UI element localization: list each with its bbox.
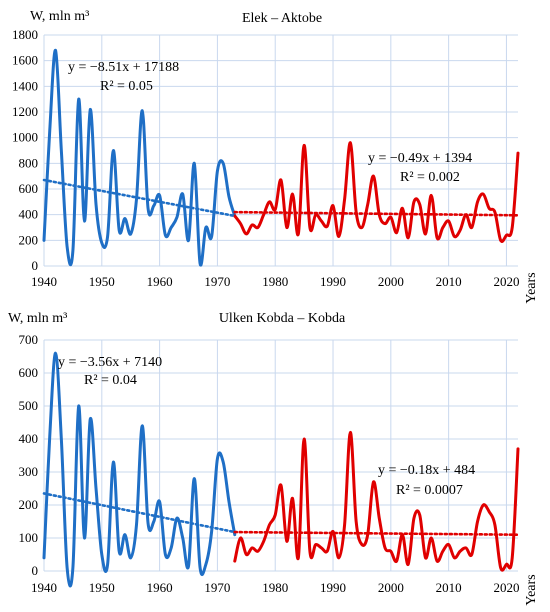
x-tick-label: 1960 — [147, 274, 173, 289]
y-tick-label: 1200 — [12, 104, 38, 119]
series-line-1 — [42, 351, 237, 588]
y-tick-label: 600 — [19, 365, 39, 380]
trend-equation-2: y = −0.18x + 484 — [378, 463, 475, 478]
trend-r2-1: R² = 0.04 — [84, 373, 137, 388]
chart-title: Elek – Aktobe — [242, 11, 322, 26]
y-axis-label: W, mln m³ — [8, 311, 67, 326]
trendline-1 — [42, 492, 237, 534]
trendline-2 — [233, 210, 520, 217]
y-tick-label: 300 — [19, 464, 39, 479]
trend-equation-2: y = −0.49x + 1394 — [368, 151, 472, 166]
trend-r2-2: R² = 0.0007 — [396, 483, 463, 498]
y-tick-label: 0 — [32, 563, 39, 578]
x-tick-label: 1940 — [31, 274, 57, 289]
y-tick-label: 600 — [19, 181, 39, 196]
trend-equation-1: y = −3.56x + 7140 — [58, 355, 162, 370]
y-tick-label: 100 — [19, 530, 39, 545]
x-tick-label: 1960 — [147, 580, 173, 595]
x-tick-label: 1970 — [204, 580, 230, 595]
y-tick-label: 0 — [32, 258, 39, 273]
x-tick-label: 2020 — [493, 580, 519, 595]
x-tick-label: 2000 — [378, 274, 404, 289]
x-tick-label: 1950 — [89, 580, 115, 595]
x-axis-label: Years — [524, 574, 539, 605]
y-tick-label: 1600 — [12, 53, 38, 68]
y-tick-label: 700 — [19, 332, 39, 347]
y-tick-label: 800 — [19, 155, 39, 170]
y-tick-label: 200 — [19, 497, 39, 512]
x-tick-label: 2010 — [436, 580, 462, 595]
chart-panel-1: 0 200 400 600 800 1000 1200 1400 1600 1800 1940 195… — [12, 9, 539, 304]
x-tick-label: 1950 — [89, 274, 115, 289]
series-line-2 — [233, 141, 520, 243]
trend-r2-2: R² = 0.002 — [400, 170, 460, 185]
y-tick-label: 400 — [19, 431, 39, 446]
x-tick-label: 2010 — [436, 274, 462, 289]
x-axis-label: Years — [524, 272, 539, 303]
x-tick-label: 1980 — [262, 580, 288, 595]
x-tick-label: 1990 — [320, 274, 346, 289]
trend-r2-1: R² = 0.05 — [100, 79, 153, 94]
y-axis-label: W, mln m³ — [30, 9, 89, 24]
y-tick-label: 400 — [19, 207, 39, 222]
x-tick-label: 1990 — [320, 580, 346, 595]
y-tick-label: 1800 — [12, 27, 38, 42]
y-tick-label: 1000 — [12, 130, 38, 145]
series-line-2 — [233, 430, 520, 572]
chart-title: Ulken Kobda – Kobda — [219, 311, 346, 326]
y-tick-label: 200 — [19, 232, 39, 247]
trendline-1 — [42, 178, 237, 218]
trend-equation-1: y = −8.51x + 17188 — [68, 60, 179, 75]
x-tick-label: 2020 — [493, 274, 519, 289]
chart-panel-2: 0 100 200 300 400 500 600 700 1940 1950 1960 1970 19… — [8, 311, 539, 606]
y-tick-label: 500 — [19, 398, 39, 413]
x-tick-label: 1980 — [262, 274, 288, 289]
trendline-2 — [233, 530, 520, 537]
series-line-1 — [42, 48, 237, 267]
x-tick-label: 1940 — [31, 580, 57, 595]
x-tick-label: 1970 — [204, 274, 230, 289]
x-tick-label: 2000 — [378, 580, 404, 595]
y-tick-label: 1400 — [12, 78, 38, 93]
